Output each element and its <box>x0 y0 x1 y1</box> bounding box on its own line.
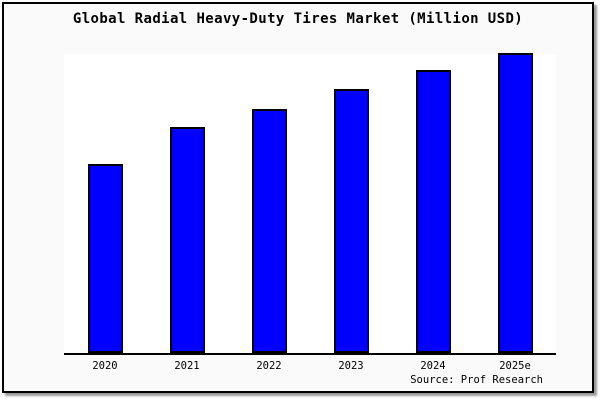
bar-2020 <box>87 164 123 353</box>
x-tick-label-2022: 2022 <box>256 360 282 372</box>
x-tick-label-2024: 2024 <box>420 360 446 372</box>
x-tick-label-2025e: 2025e <box>499 360 531 372</box>
chart-title: Global Radial Heavy-Duty Tires Market (M… <box>72 11 524 27</box>
plot-area <box>64 53 556 355</box>
chart-frame: Global Radial Heavy-Duty Tires Market (M… <box>2 2 594 393</box>
bar-2025e <box>497 53 533 353</box>
x-tick-label-2020: 2020 <box>92 360 118 372</box>
source-note: Source: Prof Research <box>410 374 543 386</box>
bar-2022 <box>251 109 287 353</box>
bar-2023 <box>333 89 369 353</box>
bar-2021 <box>169 127 205 353</box>
x-tick-label-2023: 2023 <box>338 360 364 372</box>
x-tick-label-2021: 2021 <box>174 360 200 372</box>
bar-2024 <box>415 70 451 353</box>
